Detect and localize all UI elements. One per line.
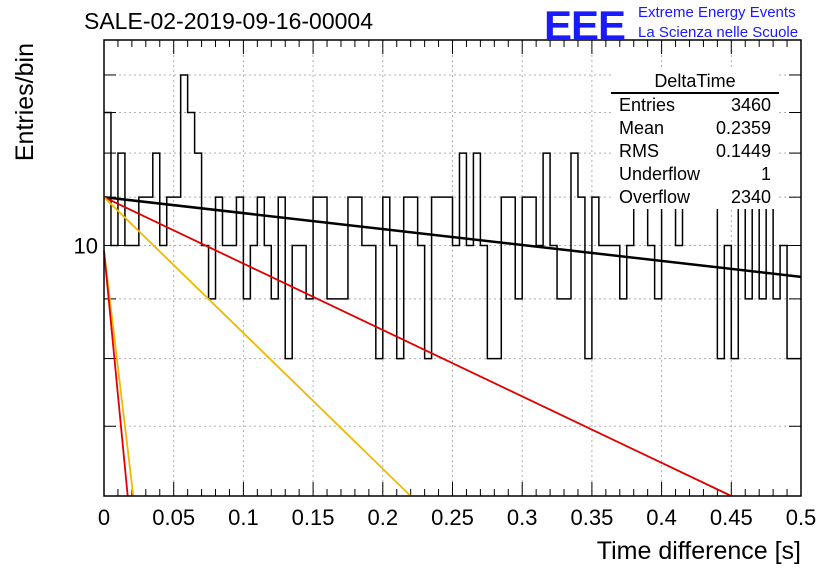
plot-frame [103, 39, 802, 497]
stats-label: Overflow [619, 187, 691, 207]
stats-label: Entries [619, 95, 676, 115]
x-tick-label: 0.25 [431, 505, 474, 530]
stats-title: DeltaTime [611, 70, 779, 94]
x-tick-label: 0.05 [152, 505, 195, 530]
logo-line-1: Extreme Energy Events [638, 4, 796, 21]
stats-row-underflow: Underflow 1 [611, 163, 779, 186]
eee-logo: EEE [544, 2, 626, 49]
fit-curve [103, 196, 412, 497]
stats-row-entries: Entries 3460 [611, 94, 779, 117]
stats-value: 0.1449 [715, 141, 771, 161]
fit-curve [103, 195, 802, 279]
fit-curve [103, 250, 129, 497]
stats-row-rms: RMS 0.1449 [611, 140, 779, 163]
x-tick-label: 0.35 [570, 505, 613, 530]
stats-value: 1 [760, 164, 771, 184]
x-tick-label: 0.2 [368, 505, 399, 530]
x-tick-labels: 0 0.05 0.1 0.15 0.2 0.25 0.3 0.35 0.4 0.45 0.5 [98, 505, 816, 530]
x-tick-label: 0.5 [786, 505, 817, 530]
stats-label: Mean [619, 118, 665, 138]
fit-curve [103, 250, 135, 497]
fit-curves [103, 195, 802, 497]
x-tick-label: 0.45 [710, 505, 753, 530]
y-axis-label: Entries/bin [11, 43, 39, 161]
stats-box: DeltaTime Entries 3460 Mean 0.2359 RMS 0.14… [611, 70, 779, 209]
stats-value: 0.2359 [715, 118, 771, 138]
stats-row-mean: Mean 0.2359 [611, 117, 779, 140]
x-tick-label: 0 [98, 505, 110, 530]
logo-line-2: La Scienza nelle Scuole [638, 24, 799, 41]
stats-value: 2340 [730, 187, 771, 207]
fit-curve [103, 196, 732, 497]
stats-label: Underflow [619, 164, 701, 184]
x-tick-label: 0.15 [292, 505, 335, 530]
stats-label: RMS [619, 141, 659, 161]
x-tick-label: 0.4 [646, 505, 677, 530]
chart-title: SALE-02-2019-09-16-00004 [84, 8, 373, 34]
x-tick-label: 0.1 [228, 505, 259, 530]
stats-row-overflow: Overflow 2340 [611, 186, 779, 209]
y-tick-labels: 10 [74, 233, 98, 258]
x-axis-label: Time difference [s] [597, 537, 801, 565]
x-tick-label: 0.3 [507, 505, 538, 530]
y-tick-label: 10 [74, 233, 98, 258]
stats-value: 3460 [730, 95, 771, 115]
